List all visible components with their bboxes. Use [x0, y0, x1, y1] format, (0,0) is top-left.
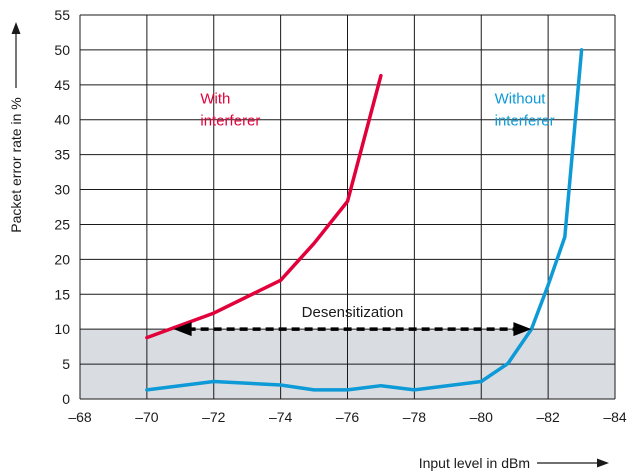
y-tick-label-3: 15: [54, 286, 70, 302]
series-label-line: interferer: [495, 113, 555, 130]
annotation-layer: Desensitization: [173, 304, 532, 337]
series-line-1: [145, 48, 584, 392]
y-tick-label-7: 35: [54, 147, 70, 163]
x-tick-label-4: –76: [336, 409, 360, 425]
series-label-0: With interferer: [200, 91, 260, 130]
x-tick-label-1: –70: [135, 409, 159, 425]
series-label-line: Without: [495, 91, 547, 108]
x-tick-label-8: –84: [603, 409, 627, 425]
y-axis-label: Packet error rate in %: [8, 97, 24, 232]
series-label-line: With: [200, 91, 230, 108]
series-label-1: Without interferer: [495, 91, 555, 130]
series-line-0: [145, 73, 383, 340]
y-axis-arrowhead: [11, 22, 21, 34]
y-tick-label-1: 5: [62, 356, 70, 372]
x-tick-label-7: –82: [536, 409, 560, 425]
y-tick-label-8: 40: [54, 112, 70, 128]
desensitization-arrowhead-right: [513, 322, 532, 337]
y-tick-label-4: 20: [54, 251, 70, 267]
y-tick-label-11: 55: [54, 7, 70, 23]
desensitization-label: Desensitization: [302, 304, 404, 321]
axis-title-layer: Packet error rate in % Input level in dB…: [8, 22, 609, 471]
y-tick-label-6: 30: [54, 182, 70, 198]
y-tick-label-5: 25: [54, 216, 70, 232]
x-tick-label-2: –72: [202, 409, 226, 425]
x-axis-label: Input level in dBm: [419, 455, 530, 471]
tick-label-layer: –68 –70 –72 –74 –76 –78 –80 –82 –84 0 5 10 15 20 25 30 3…: [54, 7, 626, 425]
y-tick-label-10: 50: [54, 42, 70, 58]
x-tick-label-5: –78: [403, 409, 427, 425]
x-tick-label-3: –74: [269, 409, 293, 425]
desensitization-arrowhead-left: [173, 322, 192, 337]
x-tick-label-6: –80: [470, 409, 494, 425]
y-tick-label-9: 45: [54, 77, 70, 93]
grid-layer: [79, 14, 616, 400]
y-tick-label-0: 0: [62, 391, 70, 407]
series-layer: With interferer Without interferer: [145, 48, 584, 392]
x-tick-label-0: –68: [68, 409, 92, 425]
y-tick-label-2: 10: [54, 321, 70, 337]
x-axis-arrowhead: [597, 458, 609, 468]
series-label-line: interferer: [200, 113, 260, 130]
